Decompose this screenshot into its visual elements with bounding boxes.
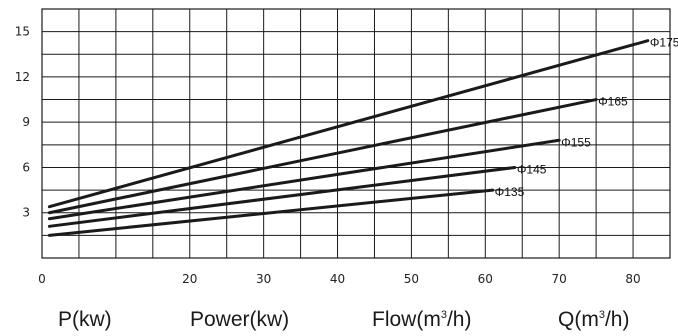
y-tick-label: 6	[22, 160, 30, 174]
plot-frame	[41, 8, 671, 259]
series-label-0: Φ135	[495, 185, 525, 199]
flow-label: Flow(m3/h)	[372, 308, 472, 331]
x-tick-label: 30	[256, 272, 271, 286]
series-line-4	[47, 39, 650, 209]
series-line-3	[47, 98, 598, 215]
x-tick-label: 80	[625, 272, 640, 286]
series-label-4: Φ175	[650, 36, 678, 50]
grid-lines	[42, 9, 670, 258]
tick-labels: 0 20 30 40 50 60 70 80 3 6 9 12 15	[15, 25, 641, 286]
series-line-2	[47, 138, 561, 221]
x-tick-label: 50	[404, 272, 419, 286]
power-long-label: Power(kw)	[190, 308, 290, 331]
power-short-label: P(kw)	[58, 308, 112, 331]
y-tick-label: 9	[22, 115, 30, 129]
x-tick-label: 70	[552, 272, 567, 286]
x-tick-label: 0	[38, 272, 46, 286]
q-label: Q(m3/h)	[558, 308, 630, 331]
pump-curve-chart: Φ135 Φ145 Φ155 Φ165 Φ175 0 20 30 40 50 60 70 80 3 6 9 1…	[15, 8, 678, 286]
x-tick-label: 60	[478, 272, 493, 286]
x-tick-label: 20	[182, 272, 197, 286]
curve-group: Φ135 Φ145 Φ155 Φ165 Φ175	[47, 36, 678, 237]
y-tick-label: 3	[22, 206, 30, 220]
series-line-0	[47, 188, 495, 237]
y-tick-label: 12	[15, 70, 30, 84]
series-label-3: Φ165	[598, 95, 628, 109]
y-tick-label: 15	[15, 25, 30, 39]
series-label-1: Φ145	[517, 162, 547, 176]
x-tick-label: 40	[330, 272, 345, 286]
series-line-1	[47, 165, 517, 228]
series-label-2: Φ155	[561, 135, 591, 149]
